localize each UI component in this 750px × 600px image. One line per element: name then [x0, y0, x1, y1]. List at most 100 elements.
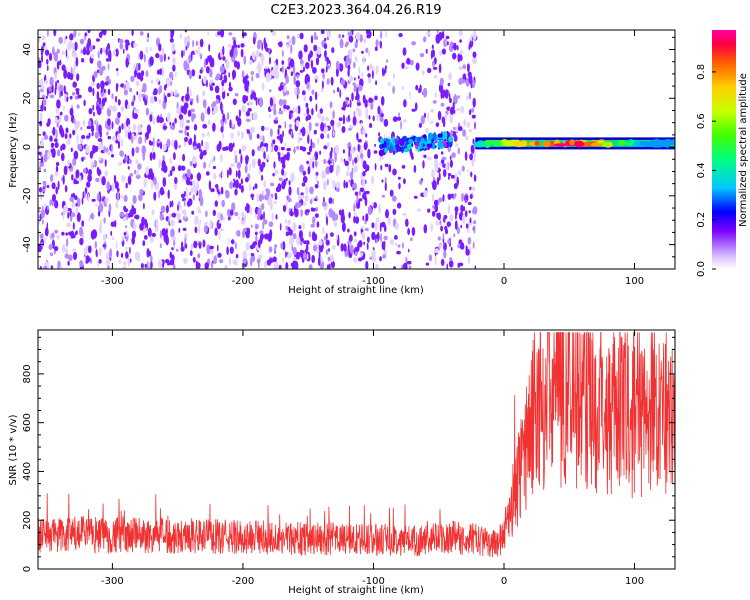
noise-speckle: [306, 130, 311, 138]
noise-speckle: [448, 72, 453, 81]
noise-speckle: [113, 50, 117, 56]
y-tick-label: 0: [22, 144, 33, 150]
noise-speckle: [345, 171, 351, 177]
noise-speckle: [241, 105, 246, 113]
noise-speckle: [371, 69, 374, 79]
noise-speckle: [235, 170, 238, 178]
noise-speckle: [205, 66, 210, 74]
noise-speckle: [365, 213, 369, 222]
noise-speckle: [213, 105, 219, 113]
noise-speckle: [255, 72, 260, 79]
noise-speckle: [160, 205, 166, 213]
x-tick-label: -200: [232, 576, 255, 587]
noise-speckle: [69, 73, 74, 81]
noise-speckle: [38, 187, 43, 193]
noise-speckle: [40, 46, 44, 56]
noise-speckle: [313, 244, 317, 252]
noise-speckle: [213, 173, 217, 180]
noise-speckle: [173, 244, 175, 250]
noise-speckle: [248, 101, 254, 106]
noise-speckle: [261, 125, 265, 132]
noise-speckle: [466, 95, 469, 101]
noise-speckle: [392, 72, 396, 80]
noise-speckle: [234, 211, 239, 217]
noise-speckle: [209, 86, 214, 91]
noise-speckle: [450, 129, 453, 137]
noise-speckle: [277, 152, 281, 156]
noise-speckle: [322, 226, 325, 235]
noise-speckle: [47, 118, 51, 125]
noise-speckle: [189, 192, 192, 196]
noise-speckle: [392, 195, 397, 202]
noise-speckle: [172, 263, 176, 269]
noise-speckle: [410, 237, 413, 242]
noise-speckle: [440, 90, 443, 99]
noise-speckle: [87, 38, 92, 48]
noise-speckle: [148, 250, 152, 257]
noise-speckle: [324, 37, 327, 42]
noise-speckle: [349, 244, 354, 254]
noise-speckle: [125, 182, 128, 189]
noise-speckle: [449, 114, 453, 124]
noise-speckle: [382, 254, 386, 259]
noise-speckle: [306, 211, 309, 215]
noise-speckle: [434, 255, 437, 266]
spectrogram-ylabel: Frequency (Hz): [8, 112, 19, 188]
noise-speckle: [171, 42, 176, 52]
noise-speckle: [423, 189, 428, 198]
noise-speckle: [341, 126, 346, 133]
y-tick-label: 400: [22, 462, 33, 481]
noise-speckle: [319, 260, 325, 269]
signal-onset-blob: [427, 132, 433, 141]
noise-speckle: [98, 67, 104, 76]
noise-speckle: [457, 95, 460, 99]
noise-speckle: [285, 199, 288, 210]
colorbar-tick-label: 0.2: [696, 212, 707, 228]
noise-speckle: [212, 122, 216, 132]
noise-speckle: [216, 73, 221, 81]
noise-speckle: [440, 225, 443, 232]
colorbar-label: Normalized spectral amplitude: [738, 73, 749, 227]
noise-speckle: [92, 87, 95, 97]
noise-speckle: [395, 242, 397, 247]
noise-speckle: [263, 261, 268, 268]
noise-speckle: [152, 91, 156, 96]
noise-speckle: [372, 255, 377, 263]
noise-speckle: [44, 80, 48, 85]
noise-speckle: [123, 232, 127, 236]
noise-speckle: [69, 215, 73, 222]
noise-speckle: [260, 146, 265, 153]
noise-speckle: [49, 252, 54, 257]
noise-speckle: [425, 48, 428, 54]
noise-speckle: [292, 107, 296, 113]
noise-speckle: [124, 39, 130, 44]
noise-speckle: [186, 57, 189, 63]
noise-speckle: [408, 260, 412, 265]
noise-speckle: [309, 186, 314, 195]
noise-speckle: [134, 169, 137, 175]
noise-speckle: [362, 128, 367, 135]
noise-speckle: [433, 75, 438, 79]
noise-speckle: [229, 246, 234, 254]
noise-speckle: [328, 263, 331, 269]
noise-speckle: [221, 90, 226, 100]
noise-speckle: [300, 195, 305, 199]
noise-speckle: [263, 180, 266, 188]
noise-speckle: [321, 80, 324, 90]
noise-speckle: [468, 91, 472, 100]
noise-speckle: [227, 43, 232, 48]
noise-speckle: [305, 209, 310, 213]
noise-speckle: [115, 200, 119, 209]
noise-speckle: [466, 63, 470, 73]
noise-speckle: [76, 197, 81, 208]
noise-speckle: [348, 114, 350, 122]
noise-speckle: [278, 98, 283, 106]
noise-speckle: [374, 46, 378, 51]
signal-onset-blob: [383, 143, 386, 149]
noise-speckle: [115, 244, 118, 249]
noise-speckle: [67, 159, 70, 168]
noise-speckle: [207, 106, 211, 115]
noise-speckle: [430, 222, 434, 233]
noise-speckle: [392, 116, 398, 122]
noise-speckle: [69, 133, 72, 139]
